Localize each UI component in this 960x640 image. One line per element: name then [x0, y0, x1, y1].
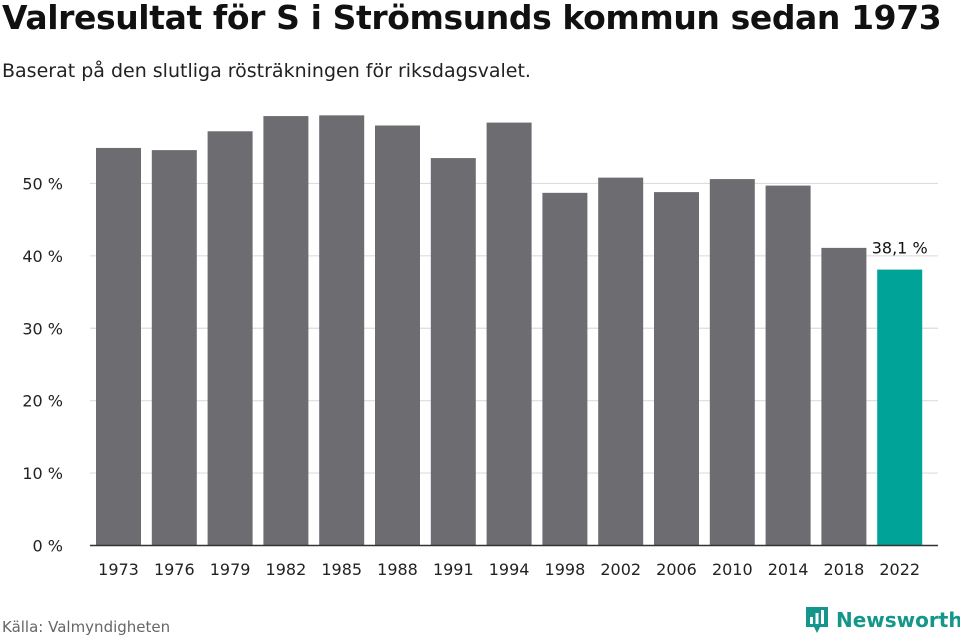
x-tick-label: 2002	[600, 560, 641, 579]
newsworthy-logo-icon	[806, 607, 828, 633]
x-tick-label: 2018	[824, 560, 865, 579]
bar	[765, 185, 811, 546]
bar	[319, 115, 365, 546]
bar	[821, 247, 867, 546]
x-tick-label: 1988	[377, 560, 418, 579]
bar	[263, 116, 309, 546]
y-tick-label: 10 %	[22, 464, 63, 483]
data-label: 38,1 %	[872, 239, 928, 258]
x-tick-label: 1976	[154, 560, 195, 579]
bar	[375, 125, 420, 546]
x-tick-label: 2014	[768, 560, 809, 579]
bar	[151, 150, 197, 546]
y-tick-label: 0 %	[33, 537, 63, 556]
y-tick-label: 20 %	[22, 392, 63, 411]
brand-name: Newsworthy	[836, 608, 960, 632]
x-tick-label: 1998	[545, 560, 586, 579]
bar	[430, 158, 476, 546]
bar	[207, 131, 253, 546]
bar	[542, 192, 588, 546]
x-tick-label: 1979	[210, 560, 251, 579]
chart-subtitle: Baserat på den slutliga rösträkningen fö…	[2, 60, 531, 82]
x-tick-label: 1973	[98, 560, 139, 579]
bar-chart: 0 % 10 % 20 % 30 % 40 % 50 % 1973 1976 1979 1982 1…	[22, 115, 938, 579]
y-tick-label: 40 %	[22, 247, 63, 266]
x-tick-label: 1994	[489, 560, 530, 579]
brand-logo: Newsworthy	[804, 605, 960, 635]
bar	[486, 122, 532, 546]
x-tick-label: 2006	[656, 560, 697, 579]
y-tick-label: 50 %	[22, 174, 63, 193]
bar-highlight	[877, 269, 923, 546]
x-tick-label: 2010	[712, 560, 753, 579]
x-tick-label: 1985	[321, 560, 362, 579]
bar	[96, 147, 141, 546]
x-tick-label: 1991	[433, 560, 474, 579]
y-tick-label: 30 %	[22, 319, 63, 338]
bar	[654, 192, 699, 546]
x-tick-label: 1982	[266, 560, 307, 579]
chart-title: Valresultat för S i Strömsunds kommun se…	[2, 0, 942, 37]
source-note: Källa: Valmyndigheten	[2, 618, 171, 636]
bar	[709, 179, 755, 546]
bar	[598, 177, 644, 546]
x-tick-label: 2022	[879, 560, 920, 579]
